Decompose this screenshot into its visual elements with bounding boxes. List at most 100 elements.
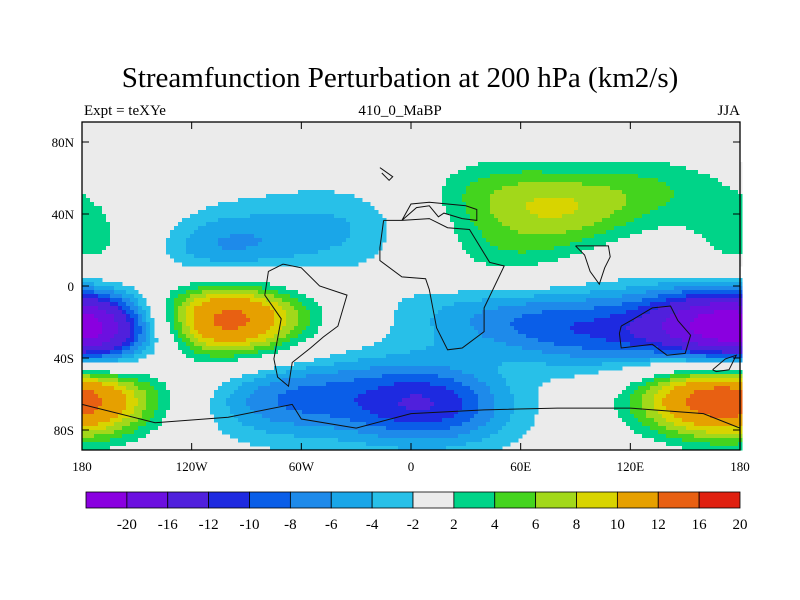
field-cell — [294, 334, 299, 339]
field-cell — [290, 290, 295, 295]
field-cell — [438, 322, 443, 327]
field-cell — [142, 430, 147, 435]
field-cell — [286, 366, 291, 371]
field-cell — [438, 366, 443, 371]
field-cell — [246, 326, 251, 331]
field-cell — [318, 206, 323, 211]
field-cell — [294, 202, 299, 207]
field-cell — [98, 322, 103, 327]
field-cell — [218, 394, 223, 399]
field-cell — [230, 306, 235, 311]
field-cell — [138, 326, 143, 331]
field-cell — [402, 418, 407, 423]
field-cell — [126, 202, 131, 207]
field-cell — [230, 430, 235, 435]
field-cell — [98, 230, 103, 235]
field-cell — [138, 414, 143, 419]
field-cell — [214, 290, 219, 295]
field-cell — [182, 358, 187, 363]
field-cell — [338, 394, 343, 399]
field-cell — [266, 286, 271, 291]
field-cell — [114, 314, 119, 319]
field-cell — [322, 214, 327, 219]
field-cell — [154, 406, 159, 411]
field-cell — [218, 218, 223, 223]
field-cell — [238, 422, 243, 427]
field-cell — [462, 302, 467, 307]
field-cell — [414, 418, 419, 423]
field-cell — [82, 350, 87, 355]
field-cell — [278, 282, 283, 287]
field-cell — [422, 202, 427, 207]
field-cell — [146, 418, 151, 423]
field-cell — [174, 410, 179, 415]
field-cell — [358, 218, 363, 223]
field-cell — [114, 342, 119, 347]
field-cell — [86, 258, 91, 263]
field-cell — [238, 358, 243, 363]
field-cell — [86, 246, 91, 251]
field-cell — [418, 434, 423, 439]
field-cell — [346, 262, 351, 267]
field-cell — [398, 310, 403, 315]
field-cell — [442, 330, 447, 335]
field-cell — [318, 398, 323, 403]
field-cell — [474, 394, 479, 399]
field-cell — [462, 418, 467, 423]
field-cell — [270, 326, 275, 331]
field-cell — [170, 398, 175, 403]
field-cell — [322, 378, 327, 383]
field-cell — [102, 194, 107, 199]
field-cell — [94, 434, 99, 439]
field-cell — [426, 194, 431, 199]
field-cell — [290, 442, 295, 447]
field-cell — [114, 442, 119, 447]
field-cell — [94, 210, 99, 215]
field-cell — [342, 434, 347, 439]
field-cell — [342, 254, 347, 259]
field-cell — [230, 206, 235, 211]
field-cell — [134, 210, 139, 215]
field-cell — [82, 190, 87, 195]
field-cell — [194, 302, 199, 307]
field-cell — [234, 246, 239, 251]
field-cell — [302, 326, 307, 331]
field-cell — [90, 410, 95, 415]
field-cell — [350, 426, 355, 431]
field-cell — [234, 314, 239, 319]
field-cell — [358, 418, 363, 423]
field-cell — [114, 350, 119, 355]
field-cell — [462, 330, 467, 335]
field-cell — [86, 306, 91, 311]
field-cell — [462, 314, 467, 319]
field-cell — [318, 438, 323, 443]
field-cell — [462, 430, 467, 435]
field-cell — [458, 194, 463, 199]
field-cell — [434, 446, 439, 451]
field-cell — [474, 222, 479, 227]
field-cell — [286, 290, 291, 295]
field-cell — [446, 182, 451, 187]
field-cell — [246, 294, 251, 299]
field-cell — [258, 354, 263, 359]
field-cell — [426, 438, 431, 443]
field-cell — [86, 346, 91, 351]
field-cell — [122, 230, 127, 235]
field-cell — [178, 362, 183, 367]
field-cell — [378, 410, 383, 415]
field-cell — [454, 406, 459, 411]
field-cell — [282, 298, 287, 303]
field-cell — [98, 218, 103, 223]
field-cell — [206, 342, 211, 347]
field-cell — [182, 326, 187, 331]
field-cell — [94, 418, 99, 423]
field-cell — [462, 358, 467, 363]
field-cell — [382, 394, 387, 399]
field-cell — [226, 242, 231, 247]
field-cell — [174, 414, 179, 419]
field-cell — [282, 318, 287, 323]
field-cell — [250, 418, 255, 423]
field-cell — [246, 282, 251, 287]
field-cell — [378, 366, 383, 371]
field-cell — [430, 362, 435, 367]
